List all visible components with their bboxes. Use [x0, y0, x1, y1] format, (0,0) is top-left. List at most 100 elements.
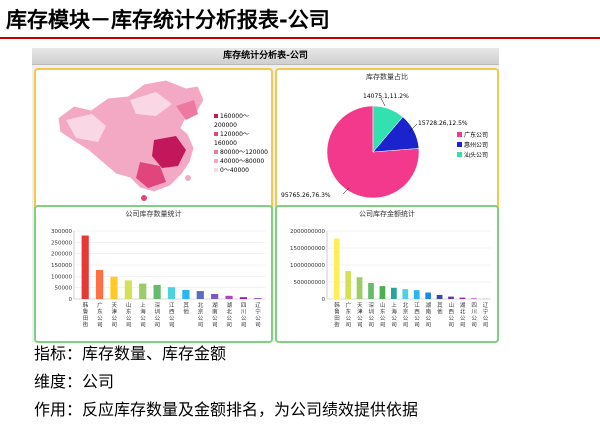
- pie-leader-line: [342, 187, 350, 195]
- x-tick-label: 上海公司: [391, 301, 397, 329]
- legend-swatch: [214, 159, 218, 163]
- bar[interactable]: [379, 286, 386, 299]
- legend-swatch: [457, 142, 462, 147]
- bar[interactable]: [356, 277, 363, 299]
- bar[interactable]: [425, 292, 431, 299]
- legend-label: 惠州公司: [464, 141, 488, 149]
- region-light: [66, 114, 106, 142]
- x-tick-label: 天津公司: [357, 302, 363, 329]
- qty-chart-panel: 公司库存数量统计 0 50000 100000 150000 200000 250000 3…: [34, 205, 273, 343]
- bar[interactable]: [110, 276, 118, 299]
- bar[interactable]: [254, 298, 262, 299]
- x-tick-label: 北京公司: [198, 301, 204, 329]
- amt-bar-chart: 0 500000000 1000000000 1500000000 2000000000…: [290, 229, 491, 329]
- x-tick-label: 深圳公司: [155, 301, 161, 329]
- y-tick-label: 250000: [51, 240, 72, 246]
- island-shape: [141, 195, 147, 201]
- bar[interactable]: [167, 287, 176, 299]
- legend-label: 160000～200000: [214, 113, 249, 129]
- y-tick-label: 50000: [55, 286, 73, 292]
- y-tick-label: 0: [322, 297, 326, 303]
- pie-slice[interactable]: [372, 105, 404, 153]
- x-tick-label: 其他: [183, 301, 189, 316]
- x-tick-label: 广东公司: [346, 301, 352, 329]
- y-tick-label: 200000: [51, 252, 72, 258]
- x-tick-label: 四川公司: [471, 302, 477, 329]
- x-tick-label: 北京公司: [403, 301, 409, 329]
- legend-label: 汕头公司: [464, 151, 488, 159]
- pie-label: 95765.26,76.3%: [281, 192, 331, 199]
- bar[interactable]: [153, 284, 161, 299]
- legend-swatch: [457, 132, 462, 137]
- dashboard-window: 库存统计分析表-公司 160000～200000 120000～160000 8…: [32, 48, 499, 343]
- bar[interactable]: [124, 280, 132, 299]
- y-tick-label: 500000000: [294, 280, 326, 286]
- x-tick-label: 湖南公司: [426, 301, 432, 329]
- x-tick-label: 湖北公司: [227, 301, 233, 329]
- bar[interactable]: [368, 283, 374, 299]
- region-mid-2: [176, 100, 198, 120]
- x-tick-label: 天津公司: [111, 302, 117, 329]
- bar[interactable]: [239, 297, 248, 299]
- bar[interactable]: [345, 271, 351, 299]
- x-tick-label: 湖南公司: [212, 301, 218, 329]
- pie-title: 库存数量占比: [366, 73, 408, 81]
- bar[interactable]: [413, 290, 420, 299]
- legend-swatch: [214, 168, 218, 172]
- legend-swatch: [214, 114, 218, 118]
- slide-title: 库存模块－库存统计分析报表-公司: [6, 8, 330, 32]
- bar[interactable]: [471, 298, 477, 299]
- bar[interactable]: [211, 294, 219, 299]
- x-tick-label: 韩鲁田街: [334, 301, 340, 329]
- bar[interactable]: [448, 296, 454, 299]
- region-light-2: [130, 92, 172, 116]
- desc-line-dimension: 维度：公司: [34, 372, 115, 391]
- x-tick-label: 湖北公司: [460, 301, 466, 329]
- bar[interactable]: [225, 295, 233, 299]
- china-map[interactable]: [36, 70, 271, 204]
- bar[interactable]: [196, 291, 204, 299]
- x-tick-label: 辽宁公司: [255, 301, 261, 329]
- pie-leader-line: [380, 97, 386, 107]
- legend-item[interactable]: 160000～200000: [214, 112, 271, 130]
- x-tick-label: 山东公司: [380, 301, 386, 329]
- amt-chart-panel: 公司库存金额统计 0 500000000 1000000000 1500000000 2…: [275, 205, 499, 343]
- title-divider: [0, 37, 600, 39]
- bar[interactable]: [139, 283, 147, 299]
- x-tick-label: 深圳公司: [369, 301, 375, 329]
- taiwan-shape: [185, 175, 191, 181]
- x-tick-label: 韩鲁田街: [83, 301, 89, 329]
- dashboard-title: 库存统计分析表-公司: [32, 48, 499, 65]
- y-tick-label: 2000000000: [290, 229, 325, 235]
- bar[interactable]: [459, 297, 466, 299]
- map-legend: 160000～200000 120000～160000 80000～120000…: [214, 112, 271, 175]
- bar[interactable]: [436, 294, 443, 299]
- legend-label: 80000～120000: [220, 149, 268, 156]
- region-dark: [152, 136, 186, 168]
- y-tick-label: 1000000000: [290, 263, 325, 269]
- y-tick-label: 0: [69, 297, 73, 303]
- y-tick-label: 150000: [51, 263, 72, 269]
- legend-item[interactable]: 40000～80000: [214, 157, 271, 166]
- x-tick-label: 上海公司: [140, 301, 146, 329]
- qty-chart-title: 公司库存数量统计: [125, 210, 182, 218]
- legend-label: 120000～160000: [214, 131, 249, 147]
- bar[interactable]: [391, 287, 397, 299]
- bar[interactable]: [402, 289, 409, 299]
- pie-leader-line: [408, 123, 418, 133]
- y-tick-label: 1500000000: [290, 246, 325, 252]
- bar[interactable]: [81, 235, 89, 299]
- legend-item[interactable]: 120000～160000: [214, 130, 271, 148]
- bar[interactable]: [95, 269, 104, 299]
- legend-item[interactable]: 0～40000: [214, 166, 271, 175]
- legend-swatch: [457, 152, 462, 157]
- bar[interactable]: [333, 238, 340, 299]
- x-tick-label: 江西公司: [169, 302, 175, 329]
- bar[interactable]: [182, 289, 190, 299]
- y-tick-label: 100000: [51, 274, 72, 280]
- legend-item[interactable]: 80000～120000: [214, 148, 271, 157]
- qty-bar-chart: 0 50000 100000 150000 200000 250000 300000 韩鲁田街…: [51, 229, 265, 329]
- x-tick-label: 山东公司: [126, 301, 132, 329]
- pie-legend: 广东公司 惠州公司 汕头公司: [457, 131, 488, 159]
- desc-line-metrics: 指标：库存数量、库存金额: [34, 344, 227, 363]
